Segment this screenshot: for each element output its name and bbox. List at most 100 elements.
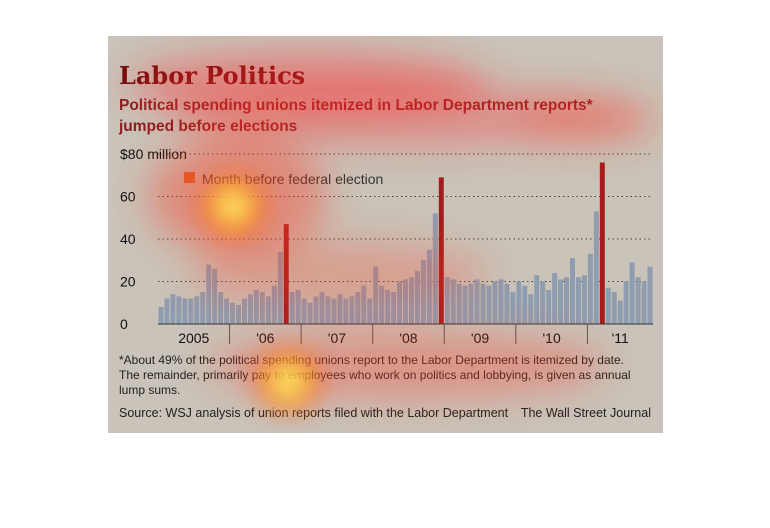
bar <box>212 268 218 324</box>
bar <box>510 292 516 324</box>
bar <box>355 292 361 324</box>
y-tick-label: 40 <box>120 231 136 247</box>
bar <box>200 292 206 324</box>
bar <box>241 298 247 324</box>
source-note: Source: WSJ analysis of union reports fi… <box>119 406 509 420</box>
bar <box>271 285 277 324</box>
bar <box>581 275 587 324</box>
bar <box>230 302 236 324</box>
bar <box>498 279 504 324</box>
bar <box>641 281 647 324</box>
bar <box>319 292 325 324</box>
bar <box>313 296 319 324</box>
bar <box>289 292 295 324</box>
bar <box>575 277 581 324</box>
bar <box>337 294 343 324</box>
bar <box>444 277 450 324</box>
chart-title: Labor Politics <box>119 61 305 90</box>
bar <box>164 298 170 324</box>
bar <box>474 279 480 324</box>
bar <box>218 292 224 324</box>
bar <box>331 298 337 324</box>
bar <box>546 290 552 324</box>
highlight-bar <box>283 224 289 324</box>
chart-subtitle-line-1: Political spending unions itemized in La… <box>119 97 594 114</box>
legend-label: Month before federal election <box>202 171 383 187</box>
bar <box>587 253 593 324</box>
chart-subtitle-line-2: jumped before elections <box>118 118 297 135</box>
bar <box>158 307 164 324</box>
bar <box>194 296 200 324</box>
bar <box>647 266 653 324</box>
x-tick-label: '08 <box>399 330 417 346</box>
bar <box>540 281 546 324</box>
footnote-line-1: *About 49% of the political spending uni… <box>119 353 624 367</box>
bar <box>325 296 331 324</box>
bar <box>247 294 253 324</box>
bar <box>534 275 540 324</box>
credit-label: The Wall Street Journal <box>521 406 651 420</box>
bar <box>206 264 212 324</box>
chart-card: Labor Politics Political spending unions… <box>108 36 663 433</box>
bar <box>611 292 617 324</box>
footnote-line-2: The remainder, primarily pay to employee… <box>119 368 631 382</box>
bar <box>361 285 367 324</box>
bar <box>528 294 534 324</box>
bar <box>295 290 301 324</box>
bar <box>492 281 498 324</box>
bar <box>224 298 230 324</box>
bar <box>379 285 385 324</box>
bar <box>426 249 432 324</box>
x-tick-label: 2005 <box>178 330 209 346</box>
bar <box>176 296 182 324</box>
y-tick-label: $80 million <box>120 146 187 162</box>
bar <box>456 283 462 324</box>
bar <box>301 298 307 324</box>
bar <box>236 304 241 324</box>
bar <box>349 296 355 324</box>
bar <box>629 262 635 324</box>
bar <box>516 281 522 324</box>
bar <box>564 277 570 324</box>
bar <box>504 283 510 324</box>
highlight-bar <box>599 162 605 324</box>
bar <box>373 266 379 324</box>
bar <box>623 281 629 324</box>
bar <box>385 290 391 324</box>
x-tick-label: '11 <box>612 330 629 346</box>
bar <box>420 260 426 324</box>
bar <box>450 279 456 324</box>
bar <box>468 283 474 324</box>
bar <box>593 211 599 324</box>
bar <box>486 285 492 324</box>
bar <box>343 298 349 324</box>
x-tick-label: '09 <box>471 330 489 346</box>
bar <box>188 298 194 324</box>
bar <box>307 302 313 324</box>
legend: Month before federal election <box>184 171 383 187</box>
x-tick-label: '10 <box>542 330 560 346</box>
legend-swatch <box>184 172 195 183</box>
bar <box>170 294 176 324</box>
bar <box>432 213 438 324</box>
footnote-line-3: lump sums. <box>119 383 180 397</box>
bar <box>259 292 265 324</box>
x-tick-label: '06 <box>256 330 274 346</box>
bar <box>265 296 271 324</box>
y-tick-label: 20 <box>120 274 136 290</box>
bar <box>414 270 420 324</box>
bar <box>397 281 403 324</box>
bar <box>277 251 283 324</box>
bar <box>522 285 528 324</box>
bar <box>552 273 558 324</box>
bar <box>635 277 641 324</box>
bar <box>391 292 397 324</box>
bar <box>253 290 259 324</box>
y-tick-label: 0 <box>120 316 128 332</box>
highlight-bar <box>438 177 444 324</box>
x-tick-label: '07 <box>328 330 346 346</box>
bar <box>408 277 414 324</box>
bar <box>617 300 623 324</box>
bar <box>605 287 611 324</box>
bar <box>558 279 564 324</box>
